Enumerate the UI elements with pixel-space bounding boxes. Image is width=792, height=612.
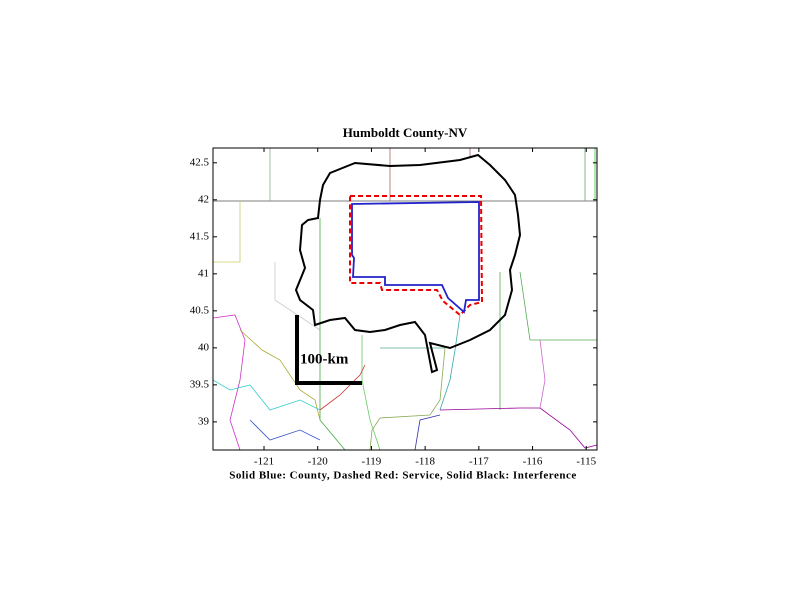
x-tick-label: -118 bbox=[415, 456, 435, 468]
x-tick-label: -119 bbox=[362, 456, 382, 468]
x-tick-label: -116 bbox=[523, 456, 543, 468]
county-boundary bbox=[351, 201, 480, 314]
scale-label: 100-km bbox=[300, 351, 349, 367]
x-axis-label: Solid Blue: County, Dashed Red: Service,… bbox=[229, 470, 577, 482]
y-tick-label: 40.5 bbox=[190, 304, 210, 316]
x-tick-label: -121 bbox=[254, 456, 274, 468]
x-tick-label: -120 bbox=[308, 456, 329, 468]
y-tick-label: 39.5 bbox=[190, 378, 210, 390]
y-tick-label: 41.5 bbox=[190, 230, 210, 242]
y-tick-label: 40 bbox=[198, 341, 210, 353]
x-tick-label: -117 bbox=[469, 456, 489, 468]
service-contour bbox=[349, 195, 484, 317]
y-tick-label: 42 bbox=[198, 193, 209, 205]
y-tick-label: 39 bbox=[198, 415, 210, 427]
y-tick-label: 41 bbox=[198, 267, 209, 279]
scale-bar bbox=[295, 315, 362, 385]
interference-contour bbox=[294, 153, 522, 374]
y-tick-label: 42.5 bbox=[190, 156, 210, 168]
x-tick-label: -115 bbox=[576, 456, 596, 468]
plot-frame bbox=[212, 147, 598, 451]
chart-title: Humboldt County-NV bbox=[343, 125, 468, 140]
